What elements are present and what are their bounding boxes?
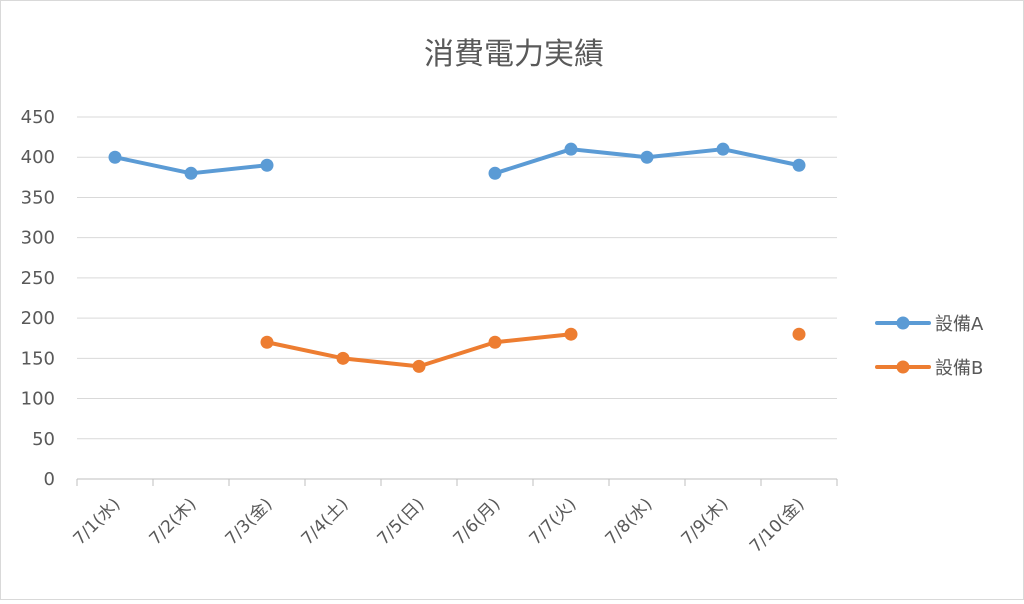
x-tick-label: 7/10(金) xyxy=(746,494,809,557)
legend-swatch-marker xyxy=(896,360,910,374)
x-tick-label: 7/1(水) xyxy=(70,494,125,549)
y-tick-label: 400 xyxy=(21,147,55,168)
data-point xyxy=(792,327,806,341)
y-tick-label: 200 xyxy=(21,308,55,329)
y-tick-label: 150 xyxy=(21,348,55,369)
y-tick-label: 250 xyxy=(21,268,55,289)
chart-title: 消費電力実績 xyxy=(424,37,604,72)
legend-label: 設備A xyxy=(935,314,984,335)
data-point xyxy=(716,142,730,156)
series-group xyxy=(108,142,806,373)
data-point xyxy=(640,150,654,164)
data-point xyxy=(412,359,426,373)
data-point xyxy=(260,335,274,349)
legend-item: 設備A xyxy=(875,314,984,335)
data-point xyxy=(184,166,198,180)
y-tick-label: 50 xyxy=(32,429,55,450)
data-point xyxy=(488,335,502,349)
legend-item: 設備B xyxy=(875,358,983,379)
x-tick-label: 7/7(火) xyxy=(526,494,581,549)
legend-swatch-marker xyxy=(896,316,910,330)
x-tick-label: 7/6(月) xyxy=(450,494,505,549)
x-axis-ticks: 7/1(水) 7/2(木) 7/3(金) 7/4(土) 7/5(日) 7/6(月) 7/7(… xyxy=(70,494,809,557)
x-axis xyxy=(76,478,838,486)
y-tick-label: 450 xyxy=(21,107,55,128)
y-tick-label: 100 xyxy=(21,389,55,410)
data-point xyxy=(108,150,122,164)
legend: 設備A 設備B xyxy=(875,314,984,379)
legend-label: 設備B xyxy=(935,358,983,379)
data-point xyxy=(488,166,502,180)
data-point xyxy=(792,158,806,172)
x-tick-label: 7/9(木) xyxy=(678,494,733,549)
series-1 xyxy=(108,142,806,180)
y-axis-ticks: 0 50 100 150 200 250 300 350 400 450 xyxy=(21,107,55,490)
y-tick-label: 300 xyxy=(21,228,55,249)
x-tick-label: 7/5(日) xyxy=(374,494,429,549)
y-tick-label: 350 xyxy=(21,187,55,208)
data-point xyxy=(564,142,578,156)
data-point xyxy=(564,327,578,341)
x-tick-label: 7/3(金) xyxy=(222,494,277,549)
gridlines xyxy=(77,116,837,440)
x-tick-label: 7/4(土) xyxy=(298,494,353,549)
data-point xyxy=(260,158,274,172)
x-tick-label: 7/2(木) xyxy=(146,494,201,549)
x-tick-label: 7/8(水) xyxy=(602,494,657,549)
data-point xyxy=(336,351,350,365)
series-2 xyxy=(260,327,806,373)
y-tick-label: 0 xyxy=(44,469,55,490)
